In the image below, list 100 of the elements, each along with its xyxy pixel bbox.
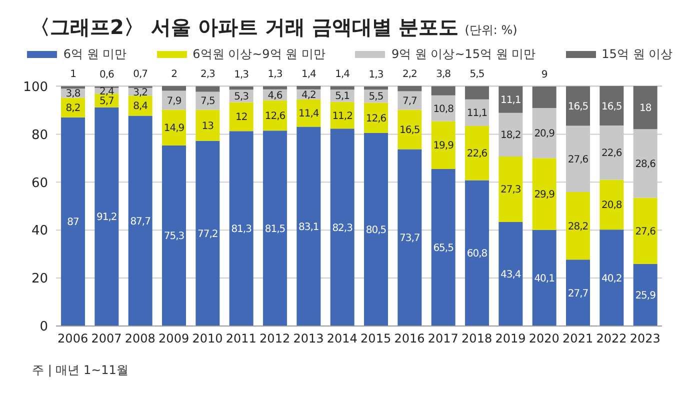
data-label: 7,7 [402, 96, 418, 108]
bar [431, 168, 456, 326]
data-label: 14,9 [164, 123, 184, 134]
x-tick-label: 2018 [462, 332, 492, 346]
data-label: 2,3 [200, 69, 216, 80]
x-tick-label: 2012 [260, 332, 290, 346]
bar [162, 145, 186, 326]
legend-label: 9억 원 이상~15억 원 미만 [391, 46, 536, 62]
data-label: 25,9 [635, 290, 656, 302]
bar [330, 128, 354, 326]
bar [229, 86, 254, 90]
data-label: 19,9 [433, 140, 454, 152]
data-label: 65,5 [433, 242, 454, 254]
data-label: 13 [202, 120, 214, 132]
x-tick-label: 2010 [192, 332, 223, 346]
data-label: 2 [171, 69, 178, 80]
data-label: 3,8 [66, 88, 80, 100]
data-label: 4,6 [268, 90, 282, 102]
chart-subtitle: (단위: %) [464, 22, 518, 39]
y-tick-label: 80 [31, 128, 48, 143]
data-label: 87 [67, 217, 79, 228]
legend-label: 15억 원 이상 [602, 46, 673, 62]
x-tick-label: 2013 [293, 332, 324, 346]
bar [263, 130, 287, 326]
data-label: 16,5 [400, 125, 420, 136]
x-tick-label: 2020 [528, 332, 560, 346]
bar [465, 126, 489, 180]
data-label: 18 [639, 103, 652, 114]
bar [196, 110, 220, 141]
data-label: 22,6 [602, 148, 622, 160]
data-label: 11,1 [466, 108, 488, 120]
data-label: 0,6 [99, 69, 114, 80]
data-label: 8,2 [66, 103, 80, 114]
bar [532, 86, 556, 108]
data-label: 2,2 [402, 69, 418, 80]
y-tick-label: 0 [40, 320, 48, 335]
bar [600, 86, 624, 126]
data-label: 9 [541, 69, 548, 80]
data-label: 11,1 [500, 95, 521, 106]
bar [465, 180, 489, 326]
bar [263, 100, 287, 131]
y-tick-label: 40 [31, 224, 48, 239]
data-label: 73,7 [400, 233, 420, 244]
legend-label: 6억 원 미만 [63, 46, 127, 62]
bar [398, 149, 422, 326]
data-label: 1,3 [268, 69, 282, 80]
data-label: 3,8 [436, 69, 451, 80]
y-tick-label: 100 [23, 80, 48, 95]
bar [61, 86, 85, 89]
bar [465, 99, 489, 126]
data-label: 40,2 [602, 273, 622, 284]
data-label: 16,5 [602, 101, 622, 112]
bar [498, 86, 523, 113]
data-label: 81,3 [231, 224, 252, 236]
data-label: 27,7 [568, 288, 588, 300]
bar [128, 116, 152, 326]
bar [633, 198, 658, 264]
x-tick-label: 2019 [495, 332, 526, 346]
bar [398, 110, 422, 150]
data-label: 18,2 [500, 130, 521, 142]
bar [532, 230, 556, 326]
x-tick-label: 2016 [394, 332, 425, 346]
x-tick-label: 2007 [91, 332, 122, 346]
data-label: 27,6 [635, 226, 656, 238]
data-label: 77,2 [198, 228, 218, 240]
x-tick-label: 2011 [226, 332, 256, 346]
bar [431, 86, 456, 96]
data-label: 91,2 [96, 212, 117, 224]
bar [296, 86, 321, 90]
data-label: 8,4 [133, 101, 148, 112]
data-label: 81,5 [264, 224, 286, 235]
chart-title: 〈그래프2〉 서울 아파트 거래 금액대별 분포도 [30, 14, 459, 41]
x-tick-label: 2023 [630, 332, 660, 346]
bar [431, 121, 456, 169]
data-label: 80,5 [366, 224, 386, 236]
bar [532, 158, 556, 230]
bar [398, 86, 422, 92]
data-label: 12 [235, 112, 248, 124]
data-label: 4,2 [301, 90, 316, 101]
bar [498, 222, 523, 326]
x-tick-label: 2017 [428, 332, 458, 346]
data-label: 5,3 [234, 91, 249, 102]
bar [465, 86, 489, 100]
data-label: 11,2 [332, 110, 353, 122]
legend-label: 6억원 이상~9억 원 미만 [192, 46, 326, 62]
data-label: 0,7 [133, 69, 148, 80]
data-label: 27,3 [500, 184, 521, 196]
bar [364, 86, 388, 90]
data-label: 12,6 [366, 113, 386, 124]
bar [600, 230, 624, 326]
text: 주 | 매년 1~11월 [32, 362, 130, 379]
data-label: 83,1 [298, 222, 319, 233]
bar [364, 132, 388, 326]
bar [263, 86, 287, 90]
data-label: 5,1 [335, 91, 350, 102]
data-label: 40,1 [534, 273, 555, 284]
bar [330, 86, 354, 90]
bar [162, 110, 186, 146]
bar [94, 107, 119, 326]
data-label: 75,3 [164, 231, 184, 242]
